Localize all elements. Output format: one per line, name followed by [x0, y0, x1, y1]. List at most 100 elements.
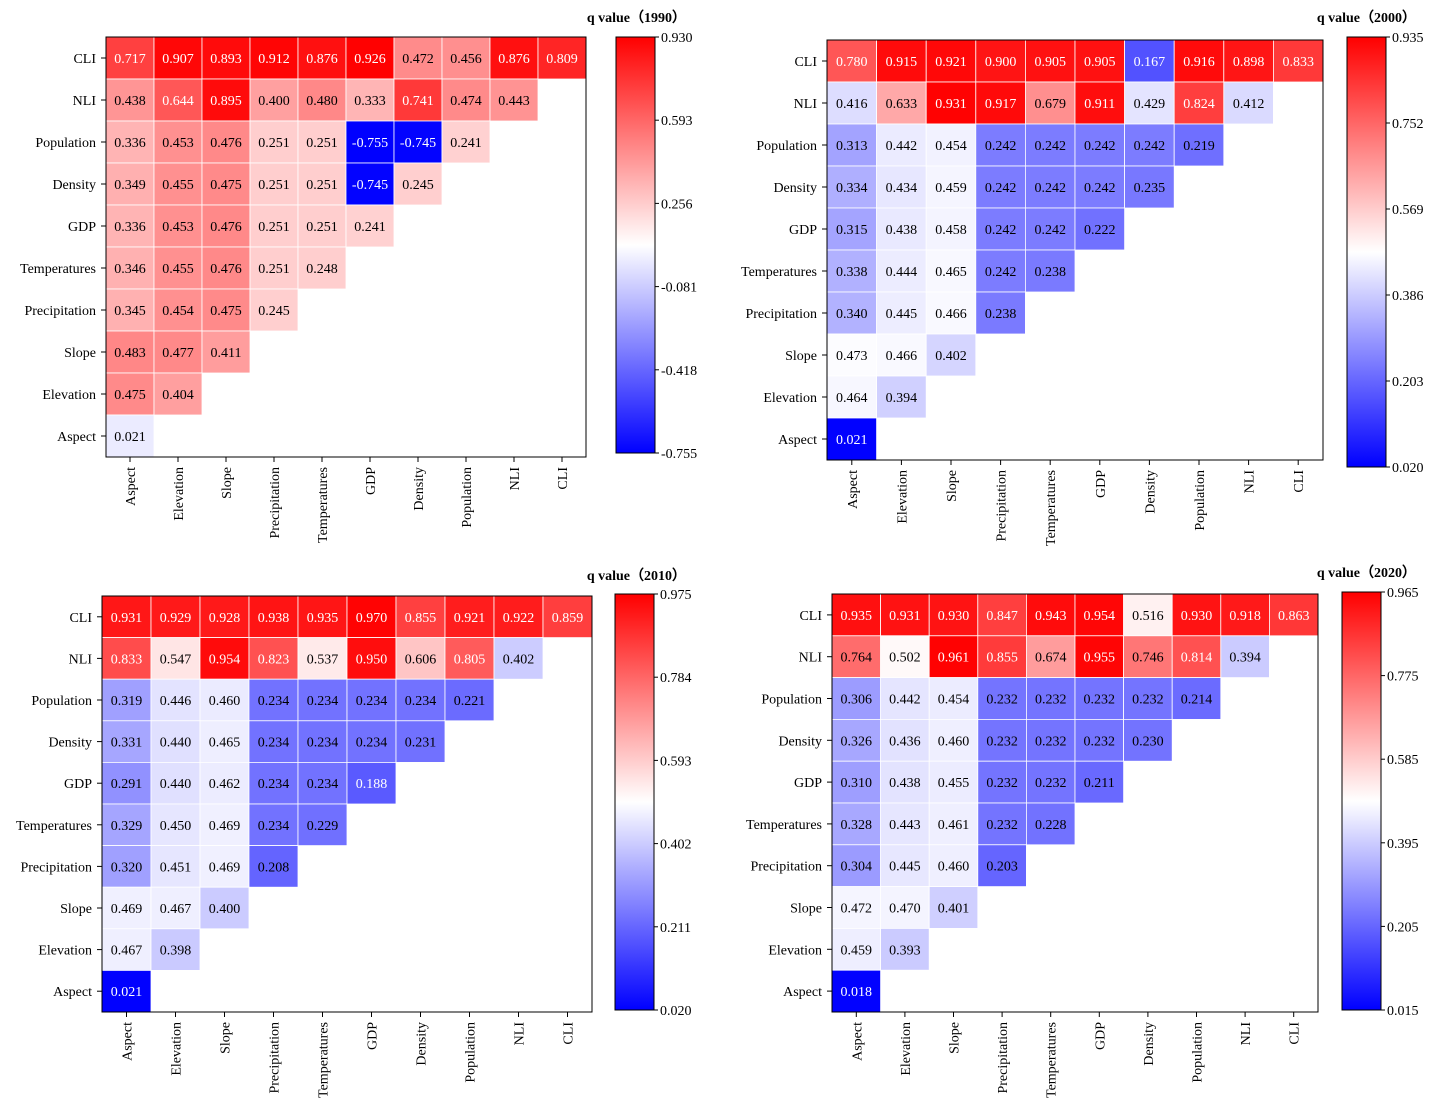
cell-value-label: 0.232 [986, 818, 1018, 833]
cell-value-label: 0.394 [886, 391, 918, 406]
cell-value-label: 0.232 [986, 734, 1018, 749]
heatmap-cell [101, 970, 152, 1013]
colorbar-tick-label: -0.418 [661, 364, 697, 379]
cell-value-label: 0.232 [986, 776, 1018, 791]
heatmap-cell [1220, 635, 1270, 678]
cell-value-label: 0.606 [405, 652, 437, 667]
cell-value-label: 0.232 [986, 693, 1018, 708]
heatmap-cell [249, 78, 299, 122]
heatmap-cell [297, 120, 347, 164]
cell-value-label: 0.633 [886, 97, 918, 112]
cell-value-label: 0.333 [354, 94, 386, 109]
colorbar-tick-label: 0.593 [661, 114, 693, 129]
cell-value-label: 0.537 [307, 652, 339, 667]
cell-value-label: 0.326 [841, 734, 873, 749]
heatmap-cell [201, 36, 251, 80]
cell-value-label: 0.467 [160, 902, 192, 917]
heatmap-cell [1074, 81, 1125, 125]
colorbar-tick-label: 0.965 [1387, 586, 1419, 601]
heatmap-cell [977, 802, 1027, 846]
heatmap-cell [975, 165, 1026, 209]
heatmap-cell [1173, 123, 1225, 167]
heatmap-cell [489, 78, 539, 122]
cell-value-label: 0.208 [258, 860, 290, 875]
cell-value-label: 0.476 [210, 262, 242, 277]
colorbar-tick-label: 0.205 [1387, 920, 1419, 935]
cell-value-label: 0.465 [935, 265, 967, 280]
x-tick-label: GDP [1093, 1022, 1108, 1050]
y-tick-label: Aspect [778, 433, 817, 448]
cell-value-label: 0.211 [1084, 776, 1115, 791]
cell-value-label: 0.245 [258, 304, 290, 319]
heatmap-cell [826, 123, 877, 167]
heatmap-cell [880, 928, 930, 971]
cell-value-label: 0.310 [841, 776, 873, 791]
cell-value-label: 0.764 [841, 651, 873, 666]
heatmap-cell [925, 165, 977, 209]
x-tick-label: Slope [220, 467, 235, 499]
cell-value-label: 0.876 [306, 52, 338, 67]
cell-value-label: 0.477 [162, 346, 194, 361]
x-tick-label: Precipitation [995, 470, 1010, 542]
cell-value-label: 0.242 [1134, 139, 1166, 154]
cell-value-label: 0.329 [111, 819, 143, 834]
heatmap-cell [346, 762, 397, 805]
heatmap-cell [880, 677, 930, 720]
cell-value-label: 0.442 [889, 693, 921, 708]
y-tick-label: Population [35, 136, 96, 151]
heatmap-cell [346, 678, 397, 722]
heatmap-cell [444, 595, 495, 638]
cell-value-label: 0.438 [886, 223, 918, 238]
cell-value-label: 0.251 [258, 136, 290, 151]
heatmap-cell [153, 120, 203, 164]
x-tick-label: Population [1193, 470, 1208, 531]
heatmap-cell [105, 36, 155, 80]
cell-value-label: 0.167 [1134, 55, 1166, 70]
cell-value-label: 0.950 [356, 652, 388, 667]
cell-value-label: 0.855 [405, 611, 437, 626]
heatmap-cell [493, 595, 544, 638]
heatmap-cell [248, 803, 299, 846]
cell-value-label: 0.018 [841, 985, 873, 1000]
heatmap-cell [977, 844, 1027, 887]
cell-value-label: 0.349 [114, 178, 146, 193]
cell-value-label: 0.234 [258, 736, 290, 751]
heatmap-cell [249, 162, 299, 206]
heatmap-cell [441, 120, 491, 164]
cell-value-label: 0.460 [938, 734, 970, 749]
x-tick-label: Temperatures [316, 467, 331, 543]
heatmap-cell [493, 637, 544, 680]
cell-value-label: 0.931 [111, 611, 143, 626]
heatmap-cell [975, 207, 1026, 251]
cell-value-label: 0.232 [1084, 734, 1116, 749]
cell-value-label: 0.475 [210, 304, 242, 319]
cell-value-label: 0.717 [114, 52, 146, 67]
plot-frame [101, 595, 593, 1013]
cell-value-label: 0.451 [160, 860, 192, 875]
cell-value-label: 0.900 [985, 55, 1017, 70]
cell-value-label: 0.232 [1084, 693, 1116, 708]
cell-value-label: 0.394 [1229, 651, 1261, 666]
cell-value-label: 0.893 [210, 52, 242, 67]
x-tick-label: NLI [1243, 470, 1258, 494]
heatmap-cell [101, 762, 152, 805]
cell-value-label: 0.855 [986, 651, 1018, 666]
cell-value-label: 0.398 [160, 944, 192, 959]
cell-value-label: 0.334 [836, 181, 868, 196]
cell-value-label: 0.442 [886, 139, 918, 154]
cell-value-label: 0.931 [935, 97, 967, 112]
cell-value-label: 0.234 [307, 694, 339, 709]
heatmap-cell [925, 39, 977, 83]
cell-value-label: 0.021 [111, 985, 143, 1000]
x-tick-label: NLI [513, 1022, 528, 1046]
x-tick-label: Precipitation [268, 1022, 283, 1094]
cell-value-label: 0.476 [210, 136, 242, 151]
heatmap-cell [1025, 123, 1076, 167]
heatmap-cell [249, 204, 299, 248]
heatmap-cell [1026, 719, 1076, 762]
cell-value-label: 0.460 [938, 860, 970, 875]
heatmap-cell [393, 162, 443, 206]
heatmap-cell [1171, 635, 1222, 678]
cell-value-label: 0.458 [935, 223, 967, 238]
x-tick-label: Density [1143, 470, 1158, 514]
